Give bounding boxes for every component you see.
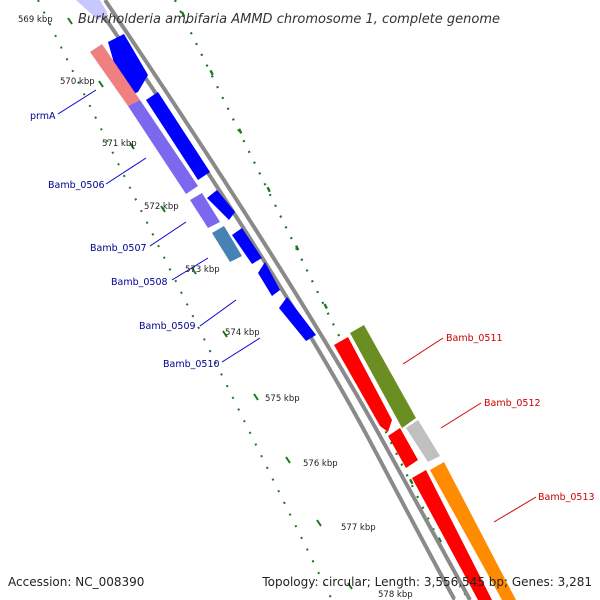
gene-block[interactable] bbox=[350, 325, 416, 428]
scale-label: 569 kbp bbox=[18, 15, 53, 25]
gene-label-bamb-0507[interactable]: Bamb_0507 bbox=[90, 243, 147, 254]
gene-block[interactable] bbox=[128, 100, 198, 194]
gene-block[interactable] bbox=[212, 226, 242, 262]
gene-block[interactable] bbox=[90, 44, 140, 106]
scale-label: 570 kbp bbox=[60, 77, 95, 87]
reverse-label-lines bbox=[402, 337, 537, 523]
scale-label: 577 kbp bbox=[341, 523, 376, 533]
gc-dots-right bbox=[174, 0, 469, 600]
gene-block[interactable] bbox=[190, 193, 220, 228]
scale-label: 575 kbp bbox=[265, 394, 300, 404]
gene-label-bamb-0511[interactable]: Bamb_0511 bbox=[446, 333, 503, 344]
gene-label-bamb-0512[interactable]: Bamb_0512 bbox=[484, 398, 541, 409]
forward-gene-labels: prmA Bamb_0506 Bamb_0507 Bamb_0508 Bamb_… bbox=[30, 111, 220, 370]
forward-label-lines bbox=[57, 89, 261, 363]
gc-skew-track bbox=[37, 0, 471, 600]
backbone bbox=[91, 0, 472, 600]
forward-genes bbox=[76, 0, 316, 341]
gene-block[interactable] bbox=[146, 92, 210, 180]
gene-label-bamb-0510[interactable]: Bamb_0510 bbox=[163, 359, 220, 370]
gene-label-bamb-0509[interactable]: Bamb_0509 bbox=[139, 321, 196, 332]
scale-label: 571 kbp bbox=[102, 139, 137, 149]
gene-block[interactable] bbox=[334, 337, 392, 432]
gene-block[interactable] bbox=[258, 262, 280, 296]
gene-label-prmA[interactable]: prmA bbox=[30, 111, 56, 122]
gene-block[interactable] bbox=[232, 228, 262, 264]
scale-label: 576 kbp bbox=[303, 459, 338, 469]
map-title: Burkholderia ambifaria AMMD chromosome 1… bbox=[78, 12, 500, 27]
scale-label: 572 kbp bbox=[144, 202, 179, 212]
gene-block[interactable] bbox=[108, 34, 148, 98]
topology-text: Topology: circular; Length: 3,556,545 bp… bbox=[262, 575, 592, 589]
gene-block[interactable] bbox=[76, 0, 108, 20]
gene-block[interactable] bbox=[430, 462, 516, 600]
gene-block[interactable] bbox=[279, 297, 316, 341]
gene-block[interactable] bbox=[207, 190, 235, 220]
reverse-genes bbox=[334, 325, 516, 600]
gene-block[interactable] bbox=[406, 420, 440, 462]
scale-label: 578 kbp bbox=[378, 590, 413, 600]
gene-block[interactable] bbox=[388, 428, 418, 468]
reverse-gene-labels: Bamb_0511 Bamb_0512 Bamb_0513 bbox=[446, 333, 595, 503]
gene-label-bamb-0508[interactable]: Bamb_0508 bbox=[111, 277, 168, 288]
gene-label-bamb-0506[interactable]: Bamb_0506 bbox=[48, 180, 105, 191]
scale-labels: 569 kbp 570 kbp 571 kbp 572 kbp 573 kbp … bbox=[18, 15, 413, 600]
gene-block[interactable] bbox=[412, 470, 492, 600]
gene-label-bamb-0513[interactable]: Bamb_0513 bbox=[538, 492, 595, 503]
scale-ticks bbox=[67, 17, 353, 590]
accession-text: Accession: NC_008390 bbox=[8, 575, 145, 589]
scale-label: 573 kbp bbox=[185, 265, 220, 275]
scale-label: 574 kbp bbox=[225, 328, 260, 338]
